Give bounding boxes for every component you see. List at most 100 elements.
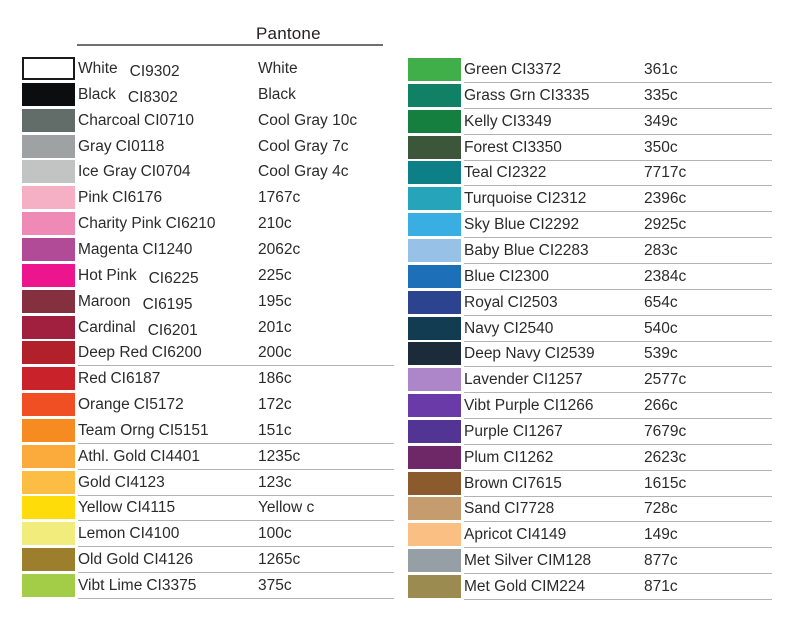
pantone-value: 266c (644, 397, 678, 414)
color-code: CI0704 (140, 163, 191, 180)
color-name-label: Teal CI2322 (464, 161, 546, 184)
color-name-label: Gray CI0118 (78, 135, 164, 158)
color-code: CI2322 (496, 164, 547, 181)
color-row: Lemon CI4100 100c (22, 522, 402, 547)
color-name-label: Ice Gray CI0704 (78, 160, 191, 183)
color-name: Charcoal (78, 112, 141, 129)
pantone-value: Cool Gray 10c (258, 112, 358, 129)
color-code: CI2540 (503, 320, 554, 337)
row-divider (464, 82, 772, 83)
color-swatch (22, 471, 75, 494)
pantone-value: 151c (258, 422, 292, 439)
row-divider (464, 211, 772, 212)
color-code: CI1267 (512, 423, 563, 440)
color-name: Blue (464, 268, 496, 285)
pantone-value: 375c (258, 577, 292, 594)
color-row: Blue CI2300 2384c (408, 265, 788, 290)
color-code: CI2292 (529, 216, 580, 233)
color-name-label: Cardinal CI6201 (78, 316, 198, 339)
color-name: Kelly (464, 113, 498, 130)
color-swatch (22, 186, 75, 209)
color-name: Vibt Lime (78, 577, 143, 594)
color-code: CI4100 (129, 525, 180, 542)
pantone-value: Yellow c (258, 499, 315, 516)
color-name: Old Gold (78, 551, 140, 568)
color-row: Athl. Gold CI4401 1235c (22, 445, 402, 470)
color-row: Charcoal CI0710 Cool Gray 10c (22, 109, 402, 134)
color-name: Royal (464, 294, 504, 311)
color-code: CI5151 (158, 422, 209, 439)
color-name-label: Kelly CI3349 (464, 110, 552, 133)
color-swatch (22, 83, 75, 106)
pantone-value: 2925c (644, 216, 687, 233)
color-name: Gold (78, 474, 111, 491)
color-code: CI6187 (110, 370, 161, 387)
color-name: Green (464, 61, 508, 78)
color-code: CI3372 (511, 61, 562, 78)
color-swatch (22, 290, 75, 313)
color-name: Grass Grn (464, 87, 536, 104)
color-name: Hot Pink (78, 267, 137, 284)
color-row: Magenta CI1240 2062c (22, 238, 402, 263)
color-row: Apricot CI4149 149c (408, 523, 788, 548)
pantone-value: 2396c (644, 190, 687, 207)
color-code: CI2283 (538, 242, 589, 259)
row-divider (464, 160, 772, 161)
color-name-label: Athl. Gold CI4401 (78, 445, 200, 468)
color-swatch (408, 291, 461, 314)
row-divider (464, 496, 772, 497)
color-row: Black CI8302 Black (22, 83, 402, 108)
color-swatch (22, 160, 75, 183)
color-row: Pink CI6176 1767c (22, 186, 402, 211)
color-row: Met Gold CIM224 871c (408, 575, 788, 600)
color-swatch (408, 497, 461, 520)
color-name: Brown (464, 475, 508, 492)
pantone-value: 1767c (258, 189, 301, 206)
color-swatch (408, 523, 461, 546)
color-code: CI2503 (507, 294, 558, 311)
pantone-value: 349c (644, 113, 678, 130)
color-name: Lemon (78, 525, 126, 542)
pantone-header-rule (77, 44, 383, 46)
row-divider (78, 520, 394, 521)
pantone-value: 172c (258, 396, 292, 413)
color-name: Orange (78, 396, 130, 413)
color-name-label: Magenta CI1240 (78, 238, 192, 261)
color-code: CI4401 (150, 448, 201, 465)
color-row: Turquoise CI2312 2396c (408, 187, 788, 212)
color-code: CI7728 (504, 500, 555, 517)
row-divider (464, 289, 772, 290)
color-code: CI2539 (544, 345, 595, 362)
color-name: Turquoise (464, 190, 533, 207)
color-name: Teal (464, 164, 493, 181)
color-code: CI1240 (142, 241, 193, 258)
color-row: Gold CI4123 123c (22, 471, 402, 496)
color-swatch (22, 574, 75, 597)
color-swatch (408, 446, 461, 469)
color-name: Vibt Purple (464, 397, 540, 414)
row-divider (464, 470, 772, 471)
pantone-value: White (258, 60, 298, 77)
color-code: CI0118 (115, 138, 165, 155)
color-swatch (22, 522, 75, 545)
color-name: Cardinal (78, 319, 136, 336)
color-row: Gray CI0118 Cool Gray 7c (22, 135, 402, 160)
color-name: Deep Navy (464, 345, 541, 362)
pantone-value: 877c (644, 552, 678, 569)
color-row: Team Orng CI5151 151c (22, 419, 402, 444)
color-row: Charity Pink CI6210 210c (22, 212, 402, 237)
color-row: Grass Grn CI3335 335c (408, 84, 788, 109)
color-code: CI4149 (516, 526, 567, 543)
color-swatch (22, 57, 75, 80)
color-swatch (22, 212, 75, 235)
color-name-label: Purple CI1267 (464, 420, 563, 443)
color-code: CI0710 (144, 112, 195, 129)
pantone-value: 7679c (644, 423, 687, 440)
row-divider (78, 572, 394, 573)
color-name: Black (78, 86, 116, 103)
color-name: Sand (464, 500, 501, 517)
row-divider (78, 443, 394, 444)
color-code: CI6210 (165, 215, 216, 232)
color-row: Hot Pink CI6225 225c (22, 264, 402, 289)
color-code: CI3350 (511, 139, 562, 156)
